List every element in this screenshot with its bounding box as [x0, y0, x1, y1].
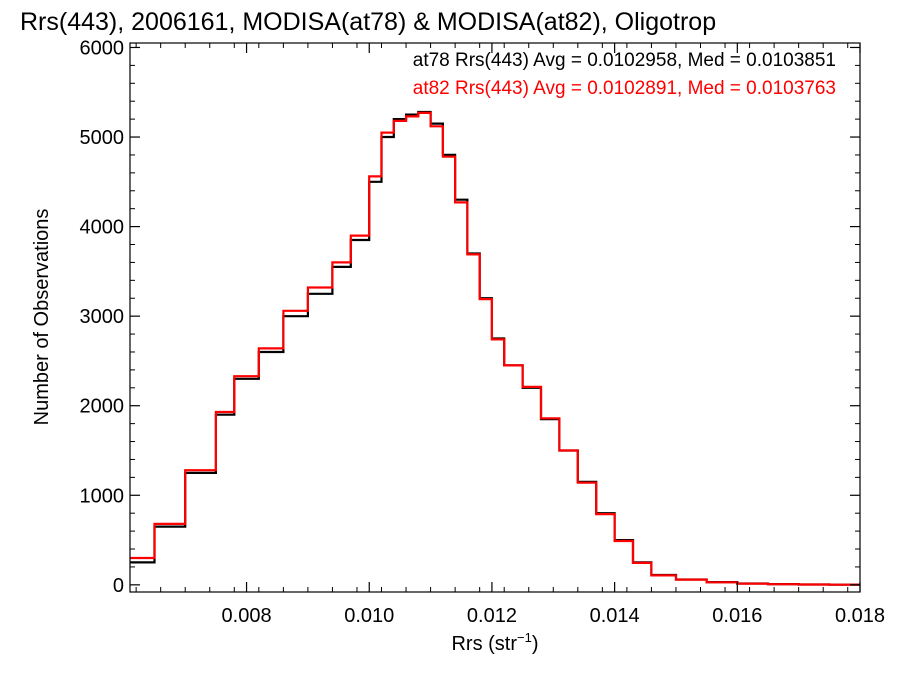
series-at82-line: [130, 111, 860, 586]
x-tick-label: 0.010: [344, 605, 394, 627]
plot-frame: [129, 42, 861, 593]
x-axis-label: Rrs (str−1): [451, 630, 538, 655]
y-tick-label: 4000: [80, 217, 125, 239]
y-tick-label: 1000: [80, 485, 125, 507]
chart-title: Rrs(443), 2006161, MODISA(at78) & MODISA…: [20, 8, 716, 36]
y-axis-label: Number of Observations: [31, 209, 53, 426]
x-tick-label: 0.018: [835, 605, 885, 627]
y-tick-label: 5000: [80, 127, 125, 149]
y-tick-label: 2000: [80, 396, 125, 418]
y-tick-label: 6000: [80, 37, 125, 59]
legend-at78: at78 Rrs(443) Avg = 0.0102958, Med = 0.0…: [413, 50, 836, 71]
y-tick-label: 0: [113, 575, 124, 597]
x-tick-label: 0.008: [222, 605, 272, 627]
x-tick-label: 0.012: [467, 605, 517, 627]
series-at78-line: [130, 110, 860, 586]
x-tick-label: 0.014: [590, 605, 640, 627]
series-layer: [130, 110, 860, 586]
y-tick-label: 3000: [80, 306, 125, 328]
x-tick-label: 0.016: [712, 605, 762, 627]
x-axis: 0.008 0.010 0.012 0.014 0.016 0.018: [135, 43, 885, 627]
y-axis: 0 1000 2000 3000 4000 5000 6000: [80, 37, 860, 597]
legend-at82: at82 Rrs(443) Avg = 0.0102891, Med = 0.0…: [413, 78, 836, 99]
